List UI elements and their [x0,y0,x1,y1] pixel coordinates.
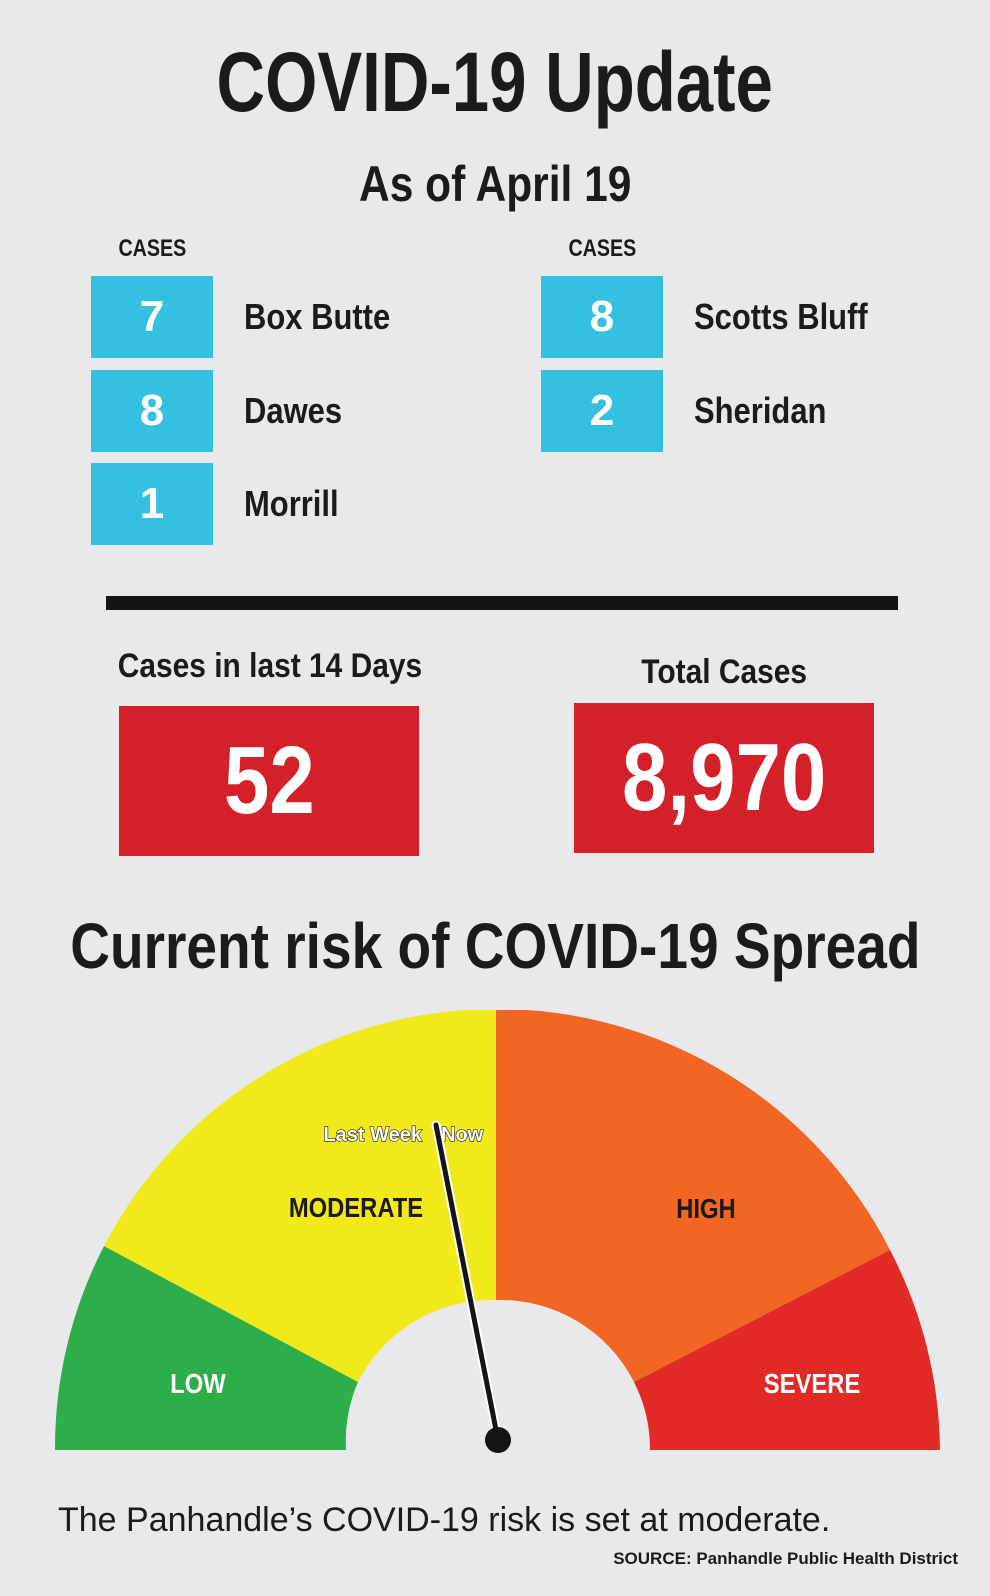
box-butte-label: Box Butte [244,296,391,337]
box-butte-count: 7 [91,276,213,358]
gauge-label-severe: SEVERE [764,1367,861,1399]
right-cases-header: CASES [568,235,636,262]
sheridan-count: 2 [541,370,663,452]
sheridan-label: Sheridan [694,390,827,431]
risk-gauge: LOW MODERATE HIGH SEVERE Last Week Now [54,1010,940,1453]
gauge-label-high: HIGH [676,1192,735,1224]
risk-title: Current risk of COVID-19 Spread [69,910,921,982]
morrill-count: 1 [91,463,213,545]
scotts-bluff-count: 8 [541,276,663,358]
dawes-count: 8 [91,370,213,452]
recent-cases-label: Cases in last 14 Days [117,647,423,685]
dawes-label: Dawes [244,390,343,431]
total-cases-value: 8,970 [574,703,874,853]
source-credit: SOURCE: Panhandle Public Health District [613,1549,958,1568]
now-marker-label: Now [441,1124,484,1146]
gauge-needle-core [433,1122,501,1443]
gauge-label-low: LOW [170,1367,226,1399]
gauge-zone-low [54,1246,359,1450]
gauge-needle-pivot [485,1427,511,1453]
date-subtitle: As of April 19 [358,156,632,212]
section-divider [106,596,898,610]
total-cases-label: Total Cases [641,653,807,691]
gauge-label-moderate: MODERATE [289,1191,423,1223]
gauge-zone-high [496,1010,890,1382]
page-title: COVID-19 Update [216,35,774,129]
risk-caption: The Panhandle’s COVID-19 risk is set at … [58,1501,831,1539]
gauge-zone-severe [634,1250,940,1450]
left-cases-header: CASES [118,235,186,262]
scotts-bluff-label: Scotts Bluff [694,296,868,337]
last-week-marker-label: Last Week [323,1124,422,1146]
morrill-label: Morrill [244,483,339,524]
recent-cases-value: 52 [119,706,419,856]
gauge-zone-moderate [104,1010,496,1382]
